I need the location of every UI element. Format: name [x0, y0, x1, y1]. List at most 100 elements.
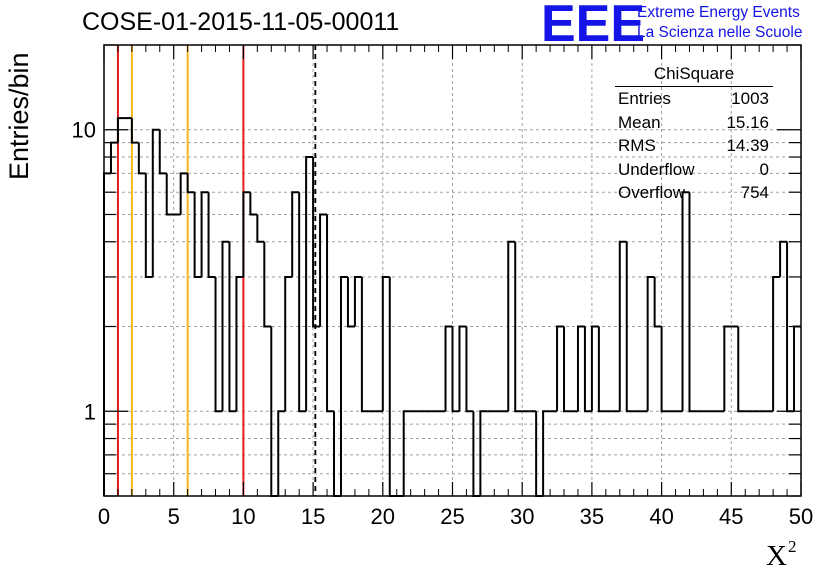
x-tick-label: 25 — [440, 504, 464, 529]
x-axis-label-base: X — [766, 540, 787, 572]
stats-value: 0 — [759, 159, 769, 179]
stats-title: ChiSquare — [615, 62, 773, 87]
histogram-bin — [381, 275, 390, 412]
histogram-bin — [360, 276, 369, 413]
x-tick-label: 5 — [168, 504, 180, 529]
histogram-bin — [326, 214, 335, 413]
y-tick-label: 1 — [84, 399, 96, 424]
histogram-bin — [451, 326, 460, 413]
histogram-bin — [653, 276, 662, 328]
histogram-bin — [723, 325, 732, 412]
stats-row-underflow: Underflow 0 — [611, 158, 777, 182]
x-tick-label: 30 — [510, 504, 534, 529]
histogram-bin — [402, 410, 411, 496]
x-axis-label: X2 — [766, 537, 796, 573]
stats-box: ChiSquare Entries 1003 Mean 15.16 RMS 14… — [611, 62, 777, 205]
histogram-bin — [305, 156, 314, 412]
stats-key: Mean — [618, 112, 661, 132]
histogram-bin — [319, 213, 328, 327]
axis-ticks — [103, 44, 802, 497]
histogram-bin — [458, 325, 467, 412]
histogram-bin — [346, 276, 355, 328]
histogram-bin — [737, 326, 746, 413]
stats-value: 1003 — [731, 89, 769, 108]
x-tick-label: 35 — [580, 504, 604, 529]
x-tick-label: 40 — [649, 504, 673, 529]
histogram-bin — [158, 129, 167, 175]
histogram-bin — [249, 192, 258, 216]
histogram-bin — [298, 192, 307, 413]
histogram-bin — [186, 173, 195, 194]
histogram-bin — [193, 192, 202, 278]
histogram-bin — [779, 240, 788, 277]
histogram-bin — [772, 275, 781, 412]
histogram-bin — [179, 172, 188, 215]
x-tick-label: 45 — [719, 504, 743, 529]
histogram-bin — [646, 275, 655, 412]
stats-row-rms: RMS 14.39 — [611, 134, 777, 158]
histogram-bin — [103, 172, 111, 496]
histogram-bin — [556, 325, 565, 412]
stats-key: Underflow — [618, 159, 695, 179]
histogram-bin — [583, 326, 592, 413]
stats-key: Entries — [618, 89, 671, 108]
histogram-bin — [793, 325, 801, 412]
reference-lines — [116, 45, 317, 496]
histogram-bin — [563, 326, 571, 413]
eee-logo: EEE — [541, 0, 646, 53]
histogram-bin — [116, 117, 125, 143]
histogram-bin — [339, 275, 348, 496]
stats-value: 14.39 — [726, 136, 769, 155]
histogram-bin — [130, 118, 139, 144]
y-tick-label: 10 — [72, 118, 96, 143]
histogram-bin — [144, 173, 153, 278]
x-tick-label: 15 — [301, 504, 325, 529]
histogram-bin — [284, 275, 293, 412]
histogram-bin — [597, 326, 606, 413]
histogram-bin — [291, 191, 300, 277]
histogram-bin — [576, 325, 585, 412]
x-axis-label-superscript: 2 — [787, 537, 797, 556]
histogram-bin — [109, 141, 118, 174]
histogram-bin — [256, 214, 265, 243]
histogram-bin — [507, 240, 516, 412]
histogram-bin — [165, 173, 174, 216]
x-tick-label: 0 — [98, 504, 110, 529]
logo-line-1: Extreme Energy Events — [637, 4, 800, 21]
histogram-bin — [465, 326, 474, 413]
histogram-bin — [444, 325, 453, 412]
x-tick-label: 50 — [789, 504, 813, 529]
logo-caption: Extreme Energy Events La Scienza nelle S… — [637, 3, 802, 43]
histogram-bin — [263, 241, 272, 328]
histogram-bin — [242, 191, 251, 277]
stats-key: RMS — [618, 136, 656, 155]
histogram-bin — [388, 276, 397, 497]
histogram-bin — [590, 325, 599, 412]
histogram-bin — [479, 410, 488, 496]
histogram-bin — [660, 326, 669, 413]
histogram-bin — [207, 192, 216, 278]
histogram-bin — [137, 142, 146, 175]
histogram-bin — [277, 410, 286, 496]
stats-value: 15.16 — [726, 112, 769, 132]
histogram-bin — [625, 241, 634, 413]
x-tick-label: 20 — [371, 504, 395, 529]
tick-labels: 0 5 10 15 20 25 30 35 40 45 50 1 10 — [72, 118, 814, 529]
histogram-bin — [221, 240, 230, 412]
x-tick-label: 10 — [231, 504, 255, 529]
logo-line-2: La Scienza nelle Scuole — [637, 24, 803, 41]
histogram-bin — [353, 275, 362, 327]
stats-row-entries: Entries 1003 — [611, 87, 777, 111]
stats-key: Overflow — [618, 183, 686, 202]
histogram-bin — [681, 191, 690, 412]
histogram-bin — [228, 241, 237, 413]
stats-value: 754 — [740, 183, 769, 202]
histogram-bin — [200, 191, 209, 277]
stats-row-mean: Mean 15.16 — [611, 111, 777, 135]
histogram-bin — [618, 240, 627, 412]
y-axis-label: Entries/bin — [4, 52, 34, 180]
histogram-bin — [214, 276, 223, 413]
histogram-bin — [312, 157, 321, 328]
histogram-bin — [235, 275, 244, 412]
